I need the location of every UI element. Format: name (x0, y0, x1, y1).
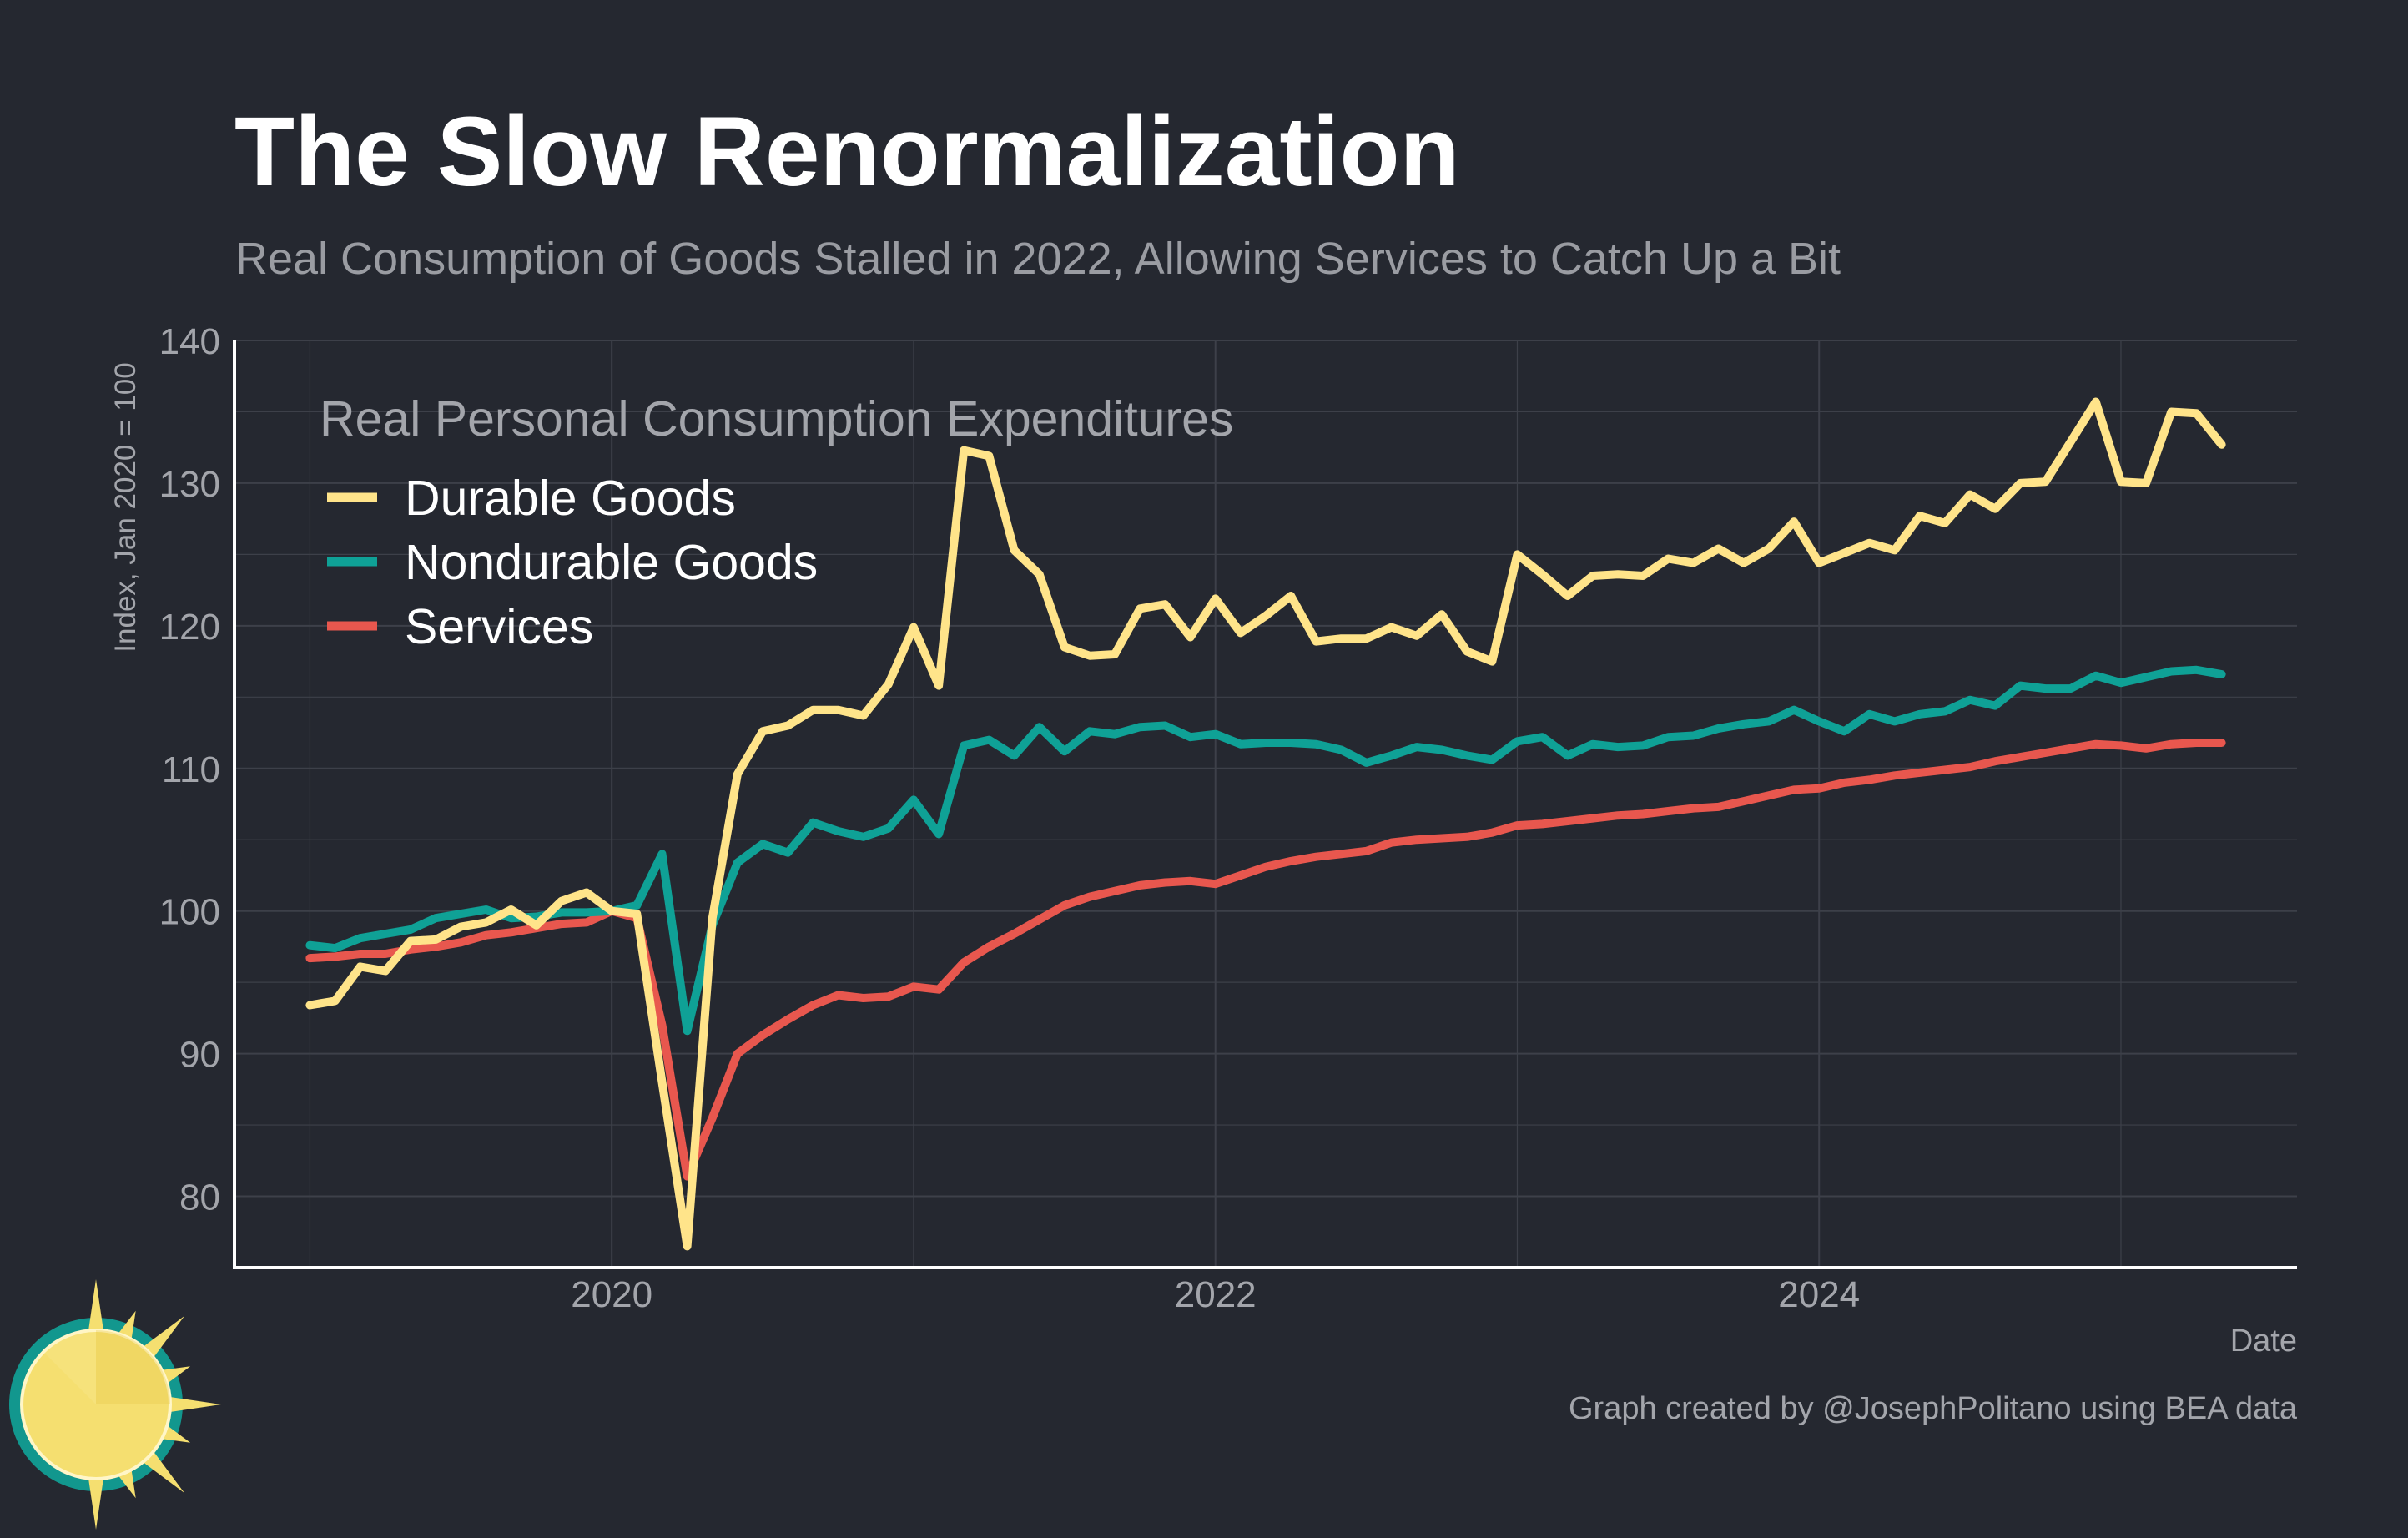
y-tick-label: 90 (179, 1035, 220, 1076)
series-line-durable-goods (305, 397, 2226, 1251)
y-tick-label: 110 (162, 749, 220, 790)
x-axis-title: Date (2230, 1324, 2297, 1359)
y-tick-label: 120 (159, 607, 220, 648)
legend-label-nondurable-goods: Nondurable Goods (405, 535, 818, 590)
legend-label-services: Services (405, 599, 593, 654)
chart-title: The Slow Renormalization (234, 97, 1460, 207)
y-tick-labels: 80 90 100 110 120 130 140 (159, 321, 220, 1218)
y-tick-label: 80 (179, 1177, 220, 1218)
sun-ray (88, 1475, 104, 1530)
sun-ray (140, 1449, 185, 1494)
sun-ray (140, 1315, 185, 1360)
grid (234, 340, 2297, 1268)
x-tick-labels: 2020 2022 2024 (571, 1274, 1860, 1315)
sun-ray (167, 1396, 221, 1413)
legend-title: Real Personal Consumption Expenditures (320, 391, 1233, 446)
legend-label-durable-goods: Durable Goods (405, 471, 736, 526)
sun-ray (88, 1279, 104, 1334)
y-tick-label: 100 (159, 892, 220, 933)
legend: Real Personal Consumption Expenditures D… (320, 391, 1233, 654)
series-line-services (305, 739, 2226, 1181)
chart-subtitle: Real Consumption of Goods Stalled in 202… (235, 234, 1841, 284)
y-axis-title: Index, Jan 2020 = 100 (109, 362, 142, 652)
y-tick-label: 130 (159, 464, 220, 505)
x-tick-label: 2022 (1175, 1274, 1257, 1315)
y-tick-label: 140 (159, 321, 220, 362)
x-tick-label: 2020 (571, 1274, 652, 1315)
series-line-nondurable-goods (305, 665, 2226, 1036)
series-lines (305, 397, 2226, 1251)
sun-logo-icon (9, 1279, 221, 1530)
x-tick-label: 2024 (1778, 1274, 1860, 1315)
caption: Graph created by @JosephPolitano using B… (1569, 1391, 2298, 1426)
